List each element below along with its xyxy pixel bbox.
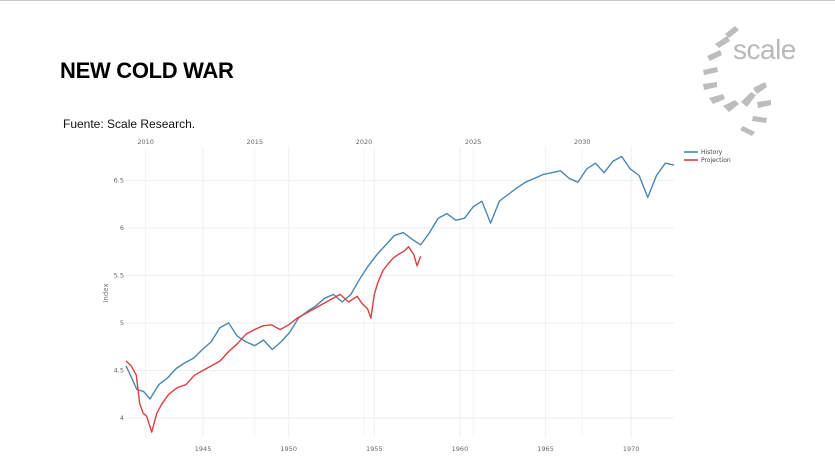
y-tick-label: 6 — [120, 224, 124, 232]
y-axis-title: Index — [102, 283, 110, 302]
y-axis-ticks: 4 4.5 5 5.5 6 6.5 — [114, 176, 124, 422]
source-note: Fuente: Scale Research. — [63, 117, 196, 131]
y-tick-label: 5.5 — [114, 271, 124, 279]
legend-label-history: History — [701, 149, 723, 156]
plot-area — [126, 147, 674, 437]
x-top-tick-label: 2015 — [247, 138, 264, 146]
x-top-tick-label: 2030 — [574, 138, 591, 146]
x-bottom-tick-label: 1965 — [537, 445, 554, 453]
x-bottom-tick-label: 1960 — [452, 445, 469, 453]
y-tick-label: 4.5 — [114, 366, 124, 374]
scale-logo-icon — [703, 26, 771, 136]
series-line-history — [125, 155, 675, 400]
logo-wordmark: scale — [733, 34, 796, 65]
scale-logo: scale — [695, 22, 805, 138]
x-bottom-tick-label: 1970 — [623, 445, 640, 453]
x-top-tick-label: 2010 — [137, 138, 154, 146]
x-top-tick-label: 2020 — [356, 138, 373, 146]
y-tick-label: 5 — [120, 319, 124, 327]
series-line-projection — [125, 246, 422, 433]
slide-title: NEW COLD WAR — [60, 58, 234, 83]
y-tick-label: 6.5 — [114, 176, 124, 184]
top-divider — [0, 0, 835, 1]
x-top-tick-label: 2025 — [465, 138, 482, 146]
x-bottom-tick-label: 1950 — [280, 445, 297, 453]
legend-label-projection: Projection — [701, 157, 731, 164]
top-axis-ticks: 2010 2015 2020 2025 2030 — [137, 138, 590, 146]
bottom-axis-ticks: 1945 1950 1955 1960 1965 1970 — [195, 445, 640, 453]
gridlines — [126, 147, 674, 437]
series-layer — [125, 155, 675, 433]
y-tick-label: 4 — [120, 414, 124, 422]
x-bottom-tick-label: 1955 — [366, 445, 383, 453]
x-bottom-tick-label: 1945 — [195, 445, 212, 453]
